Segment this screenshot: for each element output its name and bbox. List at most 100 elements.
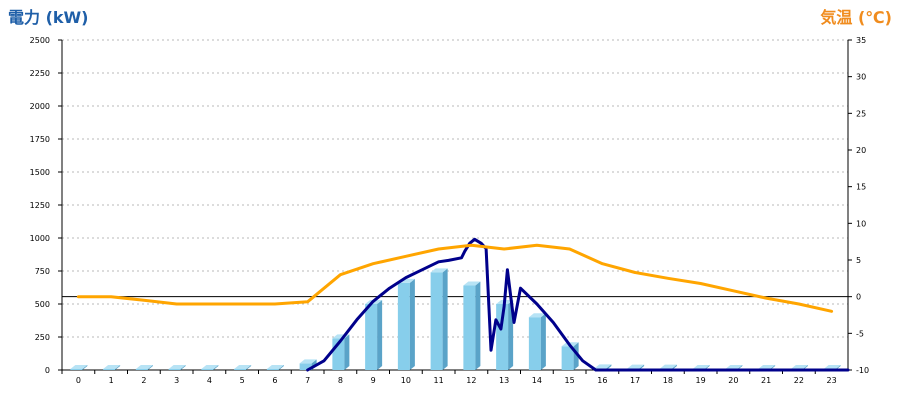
bar-top bbox=[725, 364, 743, 369]
x-tick-label: 3 bbox=[174, 376, 179, 385]
left-tick-label: 1250 bbox=[30, 201, 50, 210]
x-tick-label: 6 bbox=[272, 376, 277, 385]
power-bar bbox=[103, 364, 121, 370]
x-tick-label: 22 bbox=[794, 376, 804, 385]
bar-side bbox=[475, 281, 481, 370]
bar-top bbox=[70, 364, 88, 369]
bar-side bbox=[147, 364, 153, 370]
bar-side bbox=[377, 300, 383, 370]
bar-top bbox=[692, 364, 710, 369]
x-tick-label: 16 bbox=[597, 376, 607, 385]
x-tick-label: 18 bbox=[663, 376, 673, 385]
bar-side bbox=[344, 334, 350, 370]
bar-series bbox=[70, 268, 841, 370]
left-tick-label: 250 bbox=[35, 333, 50, 342]
bar-top bbox=[168, 364, 186, 369]
bar-top bbox=[201, 364, 219, 369]
x-tick-label: 5 bbox=[240, 376, 245, 385]
bar-front bbox=[70, 368, 83, 370]
left-tick-label: 2500 bbox=[30, 36, 50, 45]
right-tick-label: 25 bbox=[856, 109, 866, 118]
x-tick-label: 0 bbox=[76, 376, 81, 385]
power-bar bbox=[168, 364, 186, 370]
x-tick-label: 1 bbox=[109, 376, 114, 385]
bar-side bbox=[278, 364, 284, 370]
temperature-line bbox=[76, 243, 834, 313]
left-tick-label: 500 bbox=[35, 300, 50, 309]
bar-front bbox=[201, 368, 214, 370]
bar-side bbox=[540, 313, 546, 370]
bar-front bbox=[463, 285, 476, 370]
bar-top bbox=[594, 364, 612, 369]
x-tick-label: 15 bbox=[565, 376, 575, 385]
x-tick-label: 8 bbox=[338, 376, 343, 385]
bar-front bbox=[365, 304, 378, 370]
power-bar bbox=[266, 364, 284, 370]
x-tick-label: 20 bbox=[728, 376, 738, 385]
bar-front bbox=[528, 317, 541, 370]
bar-side bbox=[115, 364, 121, 370]
bar-front bbox=[561, 346, 574, 370]
bar-top bbox=[823, 364, 841, 369]
bar-side bbox=[442, 268, 448, 370]
bar-top bbox=[103, 364, 121, 369]
right-tick-label: 35 bbox=[856, 36, 866, 45]
power-bar bbox=[528, 313, 546, 370]
power-bar bbox=[397, 278, 415, 370]
bar-top bbox=[790, 364, 808, 369]
bar-front bbox=[430, 272, 443, 370]
power-bar bbox=[135, 364, 153, 370]
bar-top bbox=[758, 364, 776, 369]
tick-labels: 02505007501000125015001750200022502500-1… bbox=[30, 36, 869, 385]
bar-top bbox=[659, 364, 677, 369]
x-tick-label: 9 bbox=[371, 376, 376, 385]
bar-side bbox=[82, 364, 88, 370]
bar-front bbox=[299, 363, 312, 370]
x-tick-label: 14 bbox=[532, 376, 542, 385]
power-bar bbox=[201, 364, 219, 370]
bar-top bbox=[463, 281, 481, 286]
left-tick-label: 1000 bbox=[30, 234, 50, 243]
left-tick-label: 1500 bbox=[30, 168, 50, 177]
bar-front bbox=[103, 368, 116, 370]
x-tick-label: 2 bbox=[141, 376, 146, 385]
bar-side bbox=[213, 364, 219, 370]
power-bar bbox=[463, 281, 481, 370]
right-tick-label: 20 bbox=[856, 146, 866, 155]
bar-front bbox=[496, 304, 509, 370]
power-bar bbox=[70, 364, 88, 370]
right-tick-label: 15 bbox=[856, 183, 866, 192]
power-bar bbox=[234, 364, 252, 370]
bar-top bbox=[430, 268, 448, 273]
x-tick-label: 7 bbox=[305, 376, 310, 385]
bar-top bbox=[528, 313, 546, 318]
bar-top bbox=[299, 359, 317, 364]
bar-top bbox=[627, 364, 645, 369]
power-bar bbox=[365, 300, 383, 370]
bar-front bbox=[234, 368, 247, 370]
left-tick-label: 0 bbox=[45, 366, 50, 375]
x-tick-label: 21 bbox=[761, 376, 771, 385]
bar-side bbox=[409, 278, 415, 370]
bar-top bbox=[234, 364, 252, 369]
line-series bbox=[76, 237, 850, 372]
left-axis-title: 電力 (kW) bbox=[8, 8, 89, 27]
bar-front bbox=[168, 368, 181, 370]
x-tick-label: 10 bbox=[401, 376, 411, 385]
x-tick-label: 4 bbox=[207, 376, 212, 385]
bar-front bbox=[135, 368, 148, 370]
left-tick-label: 2250 bbox=[30, 69, 50, 78]
right-tick-label: -10 bbox=[856, 366, 869, 375]
x-tick-label: 17 bbox=[630, 376, 640, 385]
axes bbox=[58, 39, 852, 374]
x-tick-label: 19 bbox=[696, 376, 706, 385]
x-tick-label: 11 bbox=[434, 376, 444, 385]
bar-front bbox=[266, 368, 279, 370]
x-tick-label: 23 bbox=[827, 376, 837, 385]
x-tick-label: 13 bbox=[499, 376, 509, 385]
bar-front bbox=[397, 282, 410, 370]
bar-side bbox=[180, 364, 186, 370]
left-tick-label: 1750 bbox=[30, 135, 50, 144]
right-tick-label: 30 bbox=[856, 73, 866, 82]
